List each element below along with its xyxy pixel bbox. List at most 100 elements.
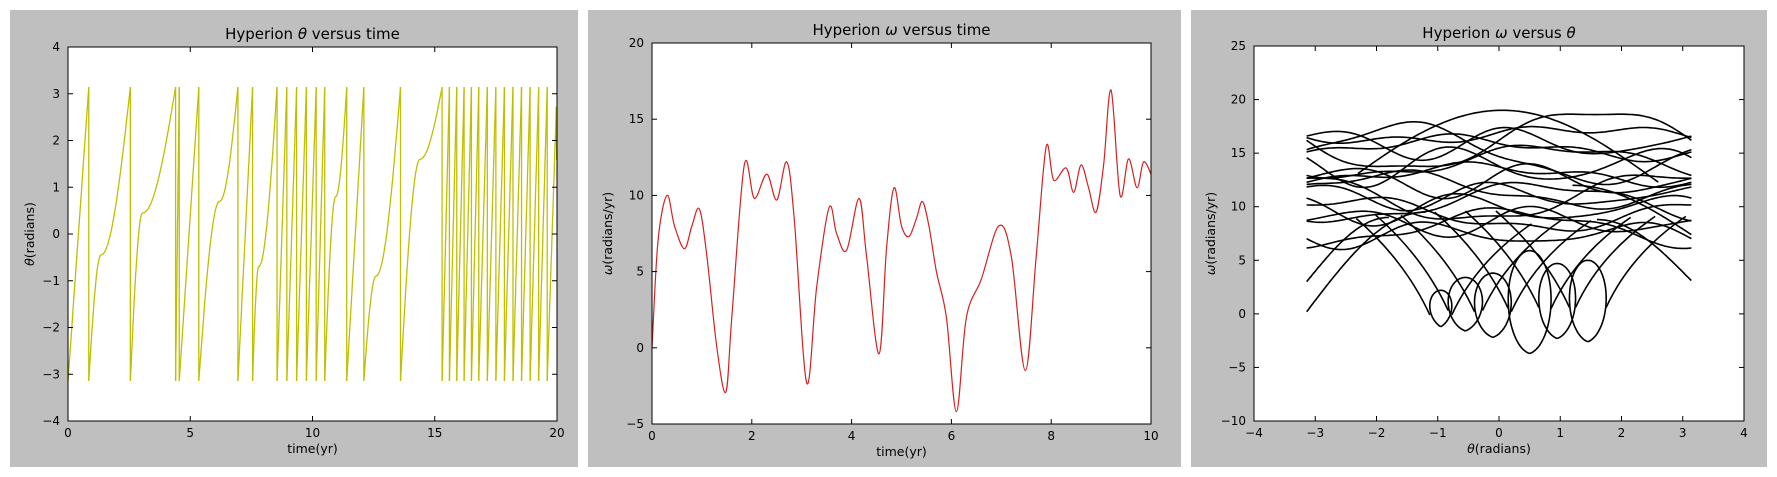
- phase-band: [1306, 196, 1692, 232]
- theta-vs-time-chart: 0 5 10 15 20 −4 −3 −2 −1 0 1 2 3 4 Hyperion θ versus t…: [22, 25, 565, 456]
- phase-band: [1306, 121, 1692, 186]
- y-axis-label: θ(radians): [22, 202, 37, 266]
- phase-band: [1306, 192, 1692, 227]
- theta-series-segment: [538, 87, 548, 381]
- phase-band: [1306, 221, 1692, 251]
- x-tick-label: 10: [1143, 429, 1158, 443]
- omega-vs-theta-panel: −4 −3 −2 −1 0 1 2 3 4 −10 −5 0 5 10 15 20 25 Hyperion ω v…: [1191, 10, 1767, 467]
- theta-series-segment: [363, 87, 402, 381]
- phase-edge-arc: [1306, 211, 1426, 313]
- phase-band: [1306, 144, 1692, 179]
- phase-edge-arc: [1306, 216, 1389, 283]
- phase-band: [1306, 126, 1692, 162]
- chart-title: Hyperion ω versus θ: [1422, 24, 1575, 42]
- omega-vs-time-chart: 0 2 4 6 8 10 −5 0 5 10 15 20 Hyperion ω versus time t…: [600, 21, 1159, 459]
- y-tick-label: −3: [42, 367, 60, 381]
- y-tick-label: 4: [52, 40, 60, 54]
- x-tick-label: −3: [1306, 426, 1324, 440]
- phase-band: [1306, 174, 1692, 220]
- phase-loop: [1507, 249, 1552, 355]
- y-tick-label: −10: [1221, 414, 1246, 428]
- x-axis-label: time(yr): [876, 444, 927, 459]
- plot-frame: [1253, 45, 1745, 422]
- theta-vs-time-panel: 0 5 10 15 20 −4 −3 −2 −1 0 1 2 3 4 Hyperion θ versus t…: [10, 10, 578, 467]
- theta-series-segment: [448, 87, 458, 381]
- y-tick-label: 15: [1231, 146, 1246, 160]
- y-tick-label: 5: [1238, 253, 1246, 267]
- theta-series-segment: [399, 86, 443, 381]
- chart-title: Hyperion θ versus time: [225, 25, 400, 43]
- phase-loop-arm: [1495, 210, 1687, 308]
- x-axis-label: time(yr): [287, 441, 338, 456]
- plot-frame: [651, 42, 1152, 425]
- x-tick-label: 0: [1495, 426, 1503, 440]
- theta-series-segment: [295, 87, 308, 381]
- x-tick-label: 8: [1047, 429, 1055, 443]
- x-tick-label: 0: [64, 426, 72, 440]
- y-tick-label: 0: [52, 227, 60, 241]
- x-tick-label: 4: [848, 429, 856, 443]
- theta-series-segment: [463, 87, 473, 381]
- y-tick-label: 25: [1231, 39, 1246, 53]
- phase-loop: [1568, 259, 1608, 343]
- theta-series-segment: [512, 87, 523, 381]
- y-axis-label: ω(radians/yr): [600, 192, 615, 275]
- y-tick-label: −2: [42, 321, 60, 335]
- theta-series-segment: [520, 87, 531, 381]
- theta-series-segment: [495, 87, 506, 381]
- y-tick-label: 20: [1231, 93, 1246, 107]
- plot-layer: [1306, 109, 1692, 355]
- x-tick-label: 1: [1556, 426, 1564, 440]
- x-tick-label: 4: [1740, 426, 1748, 440]
- x-tick-label: −1: [1429, 426, 1447, 440]
- y-tick-label: 2: [52, 134, 60, 148]
- plot-frame: [67, 46, 558, 422]
- theta-series-segment: [346, 87, 365, 381]
- theta-series-segment: [88, 87, 131, 381]
- theta-series-segment: [286, 87, 298, 381]
- theta-series-segment: [178, 87, 200, 381]
- theta-series-segment: [305, 87, 317, 381]
- plot-area: [652, 43, 1151, 424]
- theta-series-segment: [456, 87, 465, 381]
- theta-series-segment: [486, 87, 497, 381]
- y-tick-label: −5: [626, 417, 644, 431]
- phase-edge-arc: [1572, 184, 1692, 236]
- plot-layer: [68, 86, 557, 381]
- theta-series-segment: [315, 87, 326, 381]
- phase-band: [1306, 113, 1692, 168]
- x-tick-label: 10: [305, 426, 320, 440]
- theta-series-segment: [276, 87, 288, 381]
- phase-loop: [1537, 262, 1577, 340]
- x-tick-label: 6: [948, 429, 956, 443]
- y-tick-label: −5: [1228, 360, 1246, 374]
- y-tick-label: 0: [1238, 307, 1246, 321]
- theta-series-segment: [478, 87, 488, 381]
- x-axis-label: θ(radians): [1467, 441, 1531, 456]
- x-tick-label: 20: [549, 426, 564, 440]
- y-tick-label: −1: [42, 274, 60, 288]
- theta-series-segment: [129, 86, 177, 381]
- phase-band: [1306, 169, 1692, 210]
- y-tick-label: 0: [636, 341, 644, 355]
- theta-series-segment: [251, 87, 278, 381]
- x-tick-label: −2: [1368, 426, 1386, 440]
- phase-band: [1306, 181, 1692, 224]
- x-tick-label: 2: [748, 429, 756, 443]
- x-tick-label: 2: [1618, 426, 1626, 440]
- phase-loop: [1447, 276, 1484, 332]
- theta-series-segment: [529, 87, 540, 381]
- y-tick-label: 10: [629, 188, 644, 202]
- theta-series-segment: [237, 87, 254, 381]
- theta-series-segment: [503, 87, 514, 381]
- x-tick-label: 0: [648, 429, 656, 443]
- omega-vs-time-panel: 0 2 4 6 8 10 −5 0 5 10 15 20 Hyperion ω versus time t…: [588, 10, 1181, 467]
- y-tick-label: −4: [42, 414, 60, 428]
- phase-edge-arc: [1597, 218, 1692, 282]
- phase-loop-arm: [1434, 211, 1632, 309]
- x-tick-label: 15: [427, 426, 442, 440]
- phase-loop-arm: [1464, 210, 1656, 308]
- y-tick-label: 10: [1231, 200, 1246, 214]
- omega-series-line: [652, 89, 1151, 413]
